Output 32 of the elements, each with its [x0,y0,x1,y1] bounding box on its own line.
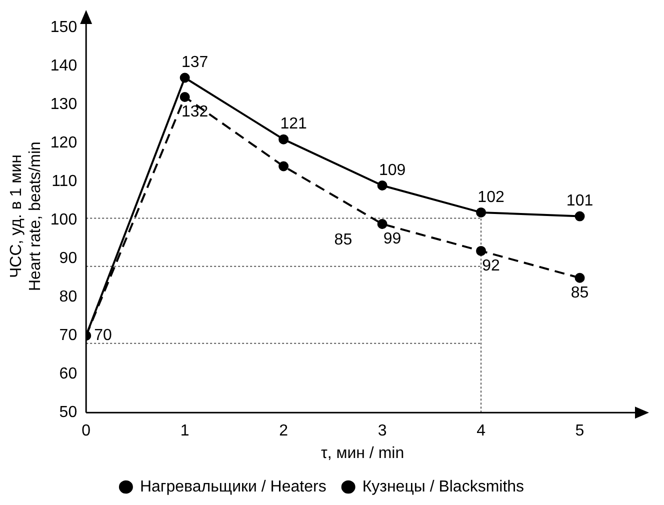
y-axis-title: ЧСС, уд. в 1 мин Heart rate, beats/min [8,142,44,292]
y-tick-label: 110 [52,173,78,190]
data-label: 99 [383,230,402,248]
data-label: 92 [482,257,500,274]
x-axis-title: τ, мин / min [320,444,404,462]
data-label: 137 [181,54,208,72]
legend-label: Кузнецы / Blacksmiths [362,478,524,496]
data-label: 70 [94,327,112,344]
y-tick-label: 70 [59,327,78,344]
data-label: 132 [181,103,208,120]
x-tick-label: 4 [476,422,486,440]
data-label: 85 [570,284,589,302]
y-tick-label: 130 [50,96,78,114]
y-tick-label: 50 [59,404,78,422]
y-tick-label: 90 [59,250,78,268]
data-label: 101 [566,192,594,210]
x-tick-label: 5 [575,422,584,440]
data-label: 121 [280,116,308,133]
x-tick-label: 0 [82,422,91,440]
x-tick-label: 1 [180,422,190,440]
annotation: 85 [334,231,352,248]
y-tick-label: 120 [50,134,78,152]
x-tick-label: 2 [279,422,288,440]
y-tick-label: 150 [50,19,78,36]
data-label: 109 [378,162,406,179]
y-tick-label: 60 [59,366,78,383]
y-tick-label: 140 [50,58,78,75]
legend-label: Нагревальщики / Heaters [140,478,326,496]
y-tick-label: 80 [59,288,78,306]
y-tick-label: 100 [50,212,78,229]
x-tick-label: 3 [378,422,387,440]
data-label: 102 [478,188,504,206]
